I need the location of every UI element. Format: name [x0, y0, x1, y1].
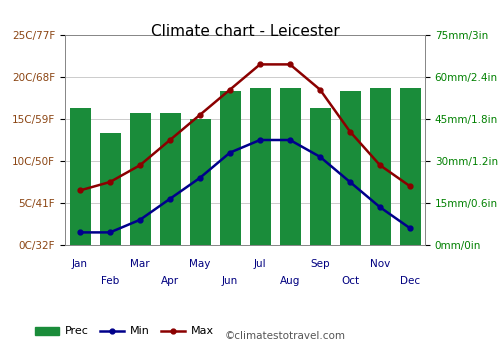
Text: Apr: Apr: [161, 276, 179, 287]
Bar: [370, 88, 390, 245]
Bar: [130, 113, 150, 245]
Text: Climate chart - Leicester: Climate chart - Leicester: [150, 25, 340, 40]
Text: Jun: Jun: [222, 276, 238, 287]
Text: Feb: Feb: [101, 276, 119, 287]
Text: ©climatestotravel.com: ©climatestotravel.com: [225, 331, 346, 341]
Text: Oct: Oct: [341, 276, 359, 287]
Bar: [190, 119, 210, 245]
Bar: [70, 108, 90, 245]
Bar: [100, 133, 120, 245]
Bar: [310, 108, 330, 245]
Text: Mar: Mar: [130, 259, 150, 269]
Bar: [340, 91, 360, 245]
Text: Sep: Sep: [310, 259, 330, 269]
Bar: [400, 88, 420, 245]
Text: Jul: Jul: [254, 259, 266, 269]
Bar: [280, 88, 300, 245]
Bar: [160, 113, 180, 245]
Text: Jan: Jan: [72, 259, 88, 269]
Text: Nov: Nov: [370, 259, 390, 269]
Bar: [220, 91, 240, 245]
Text: Dec: Dec: [400, 276, 420, 287]
Text: May: May: [190, 259, 210, 269]
Text: Aug: Aug: [280, 276, 300, 287]
Bar: [250, 88, 270, 245]
Legend: Prec, Min, Max: Prec, Min, Max: [30, 322, 218, 341]
